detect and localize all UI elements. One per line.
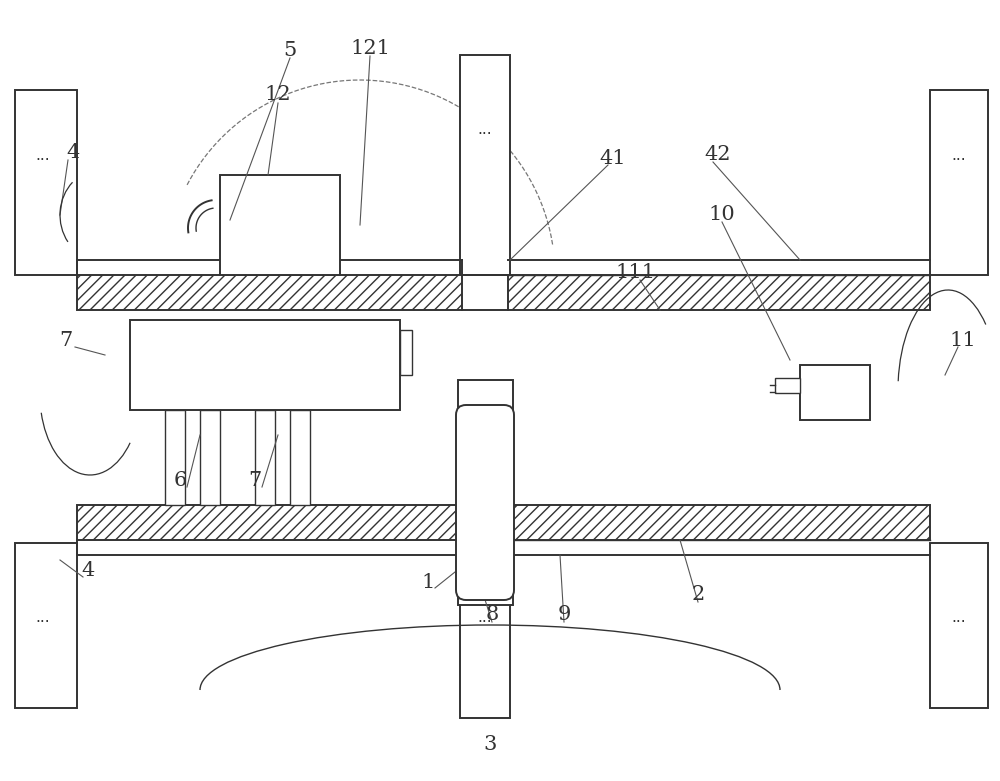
Text: 111: 111 (615, 263, 655, 283)
Text: ...: ... (478, 609, 492, 625)
Bar (220, 175, 340, 275)
Text: 8: 8 (485, 605, 499, 625)
Text: ...: ... (36, 148, 50, 162)
Text: 6: 6 (173, 470, 187, 490)
Text: 9: 9 (557, 605, 571, 625)
Text: 7: 7 (59, 330, 73, 350)
Bar (255, 410, 275, 505)
Bar (77, 275, 462, 310)
Bar (508, 505, 930, 540)
Text: 1: 1 (421, 572, 435, 591)
Text: ...: ... (36, 609, 50, 625)
Bar (200, 410, 220, 505)
Bar (77, 505, 462, 540)
Bar (400, 330, 412, 375)
Text: 2: 2 (691, 586, 705, 604)
Bar (15, 90, 77, 275)
Text: ...: ... (952, 609, 966, 625)
Text: 41: 41 (600, 148, 626, 167)
Text: ...: ... (952, 148, 966, 162)
Bar (130, 320, 400, 410)
Bar (165, 410, 185, 505)
Bar (460, 55, 510, 275)
Bar (15, 543, 77, 708)
FancyBboxPatch shape (456, 405, 514, 600)
Text: 42: 42 (705, 145, 731, 165)
Text: 12: 12 (265, 85, 291, 105)
Text: 3: 3 (483, 736, 497, 754)
Bar (290, 410, 310, 505)
Text: 10: 10 (709, 205, 735, 224)
Bar (508, 275, 930, 310)
Bar (460, 543, 510, 718)
Text: 11: 11 (950, 330, 976, 350)
Text: 5: 5 (283, 41, 297, 59)
Text: 121: 121 (350, 38, 390, 58)
Bar (930, 90, 988, 275)
Text: 4: 4 (66, 144, 80, 162)
Bar (800, 365, 870, 420)
Bar (458, 380, 513, 605)
Bar (930, 543, 988, 708)
Bar (775, 378, 800, 393)
Text: 4: 4 (81, 561, 95, 580)
Text: ...: ... (478, 123, 492, 137)
Text: 7: 7 (248, 470, 262, 490)
